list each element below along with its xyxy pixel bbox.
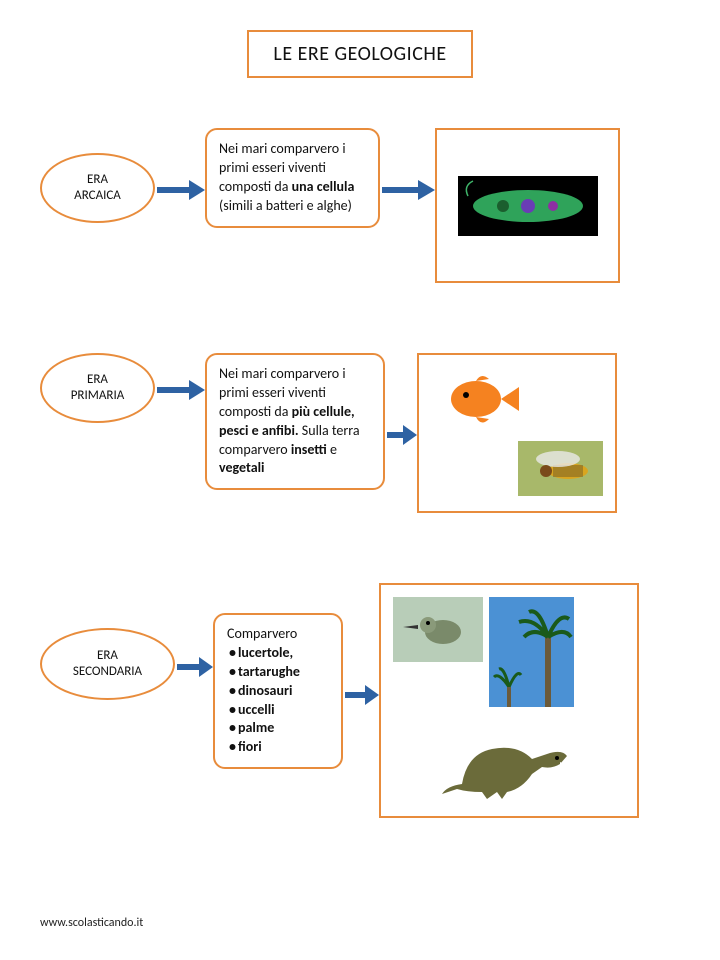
image-box-secondaria bbox=[379, 583, 639, 818]
desc-bold: vegetali bbox=[219, 459, 265, 476]
desc-bold: insetti bbox=[291, 441, 327, 458]
era-oval-secondaria: ERA SECONDARIA bbox=[40, 628, 175, 700]
era-row-secondaria: ERA SECONDARIA Comparvero lucertole, tar… bbox=[40, 583, 680, 818]
desc-box-arcaica: Nei mari comparvero i primi esseri viven… bbox=[205, 128, 380, 228]
list-item: dinosauri bbox=[229, 682, 329, 701]
era-oval-primaria: ERA PRIMARIA bbox=[40, 353, 155, 423]
footer-link: www.scolasticando.it bbox=[40, 916, 143, 930]
fish-image bbox=[431, 367, 521, 432]
palm-image bbox=[489, 597, 574, 707]
dino-image bbox=[432, 714, 587, 804]
desc-text: e bbox=[327, 441, 337, 458]
page-title: LE ERE GEOLOGICHE bbox=[247, 30, 472, 78]
era-oval-arcaica: ERA ARCAICA bbox=[40, 153, 155, 223]
list-item: tartarughe bbox=[229, 663, 329, 682]
desc-box-primaria: Nei mari comparvero i primi esseri viven… bbox=[205, 353, 385, 490]
list-item: palme bbox=[229, 719, 329, 738]
desc-bold: una cellula bbox=[292, 178, 355, 195]
image-box-arcaica bbox=[435, 128, 620, 283]
arrow-icon bbox=[155, 378, 205, 402]
era-row-arcaica: ERA ARCAICA Nei mari comparvero i primi … bbox=[40, 128, 680, 283]
cell-image bbox=[458, 176, 598, 236]
arrow-icon bbox=[175, 655, 213, 679]
desc-text: Comparvero bbox=[227, 625, 297, 642]
list-item: fiori bbox=[229, 738, 329, 757]
arrow-icon bbox=[380, 178, 435, 202]
desc-text: (simili a batteri e alghe) bbox=[219, 197, 352, 214]
list-item: uccelli bbox=[229, 701, 329, 720]
fly-image bbox=[518, 441, 603, 496]
arrow-icon bbox=[385, 423, 417, 447]
bird-image bbox=[393, 597, 483, 662]
desc-box-secondaria: Comparvero lucertole, tartarughe dinosau… bbox=[213, 613, 343, 769]
item-list: lucertole, tartarughe dinosauri uccelli … bbox=[227, 644, 329, 757]
arrow-icon bbox=[155, 178, 205, 202]
era-row-primaria: ERA PRIMARIA Nei mari comparvero i primi… bbox=[40, 353, 680, 513]
image-box-primaria bbox=[417, 353, 617, 513]
arrow-icon bbox=[343, 683, 379, 707]
list-item: lucertole, bbox=[229, 644, 329, 663]
